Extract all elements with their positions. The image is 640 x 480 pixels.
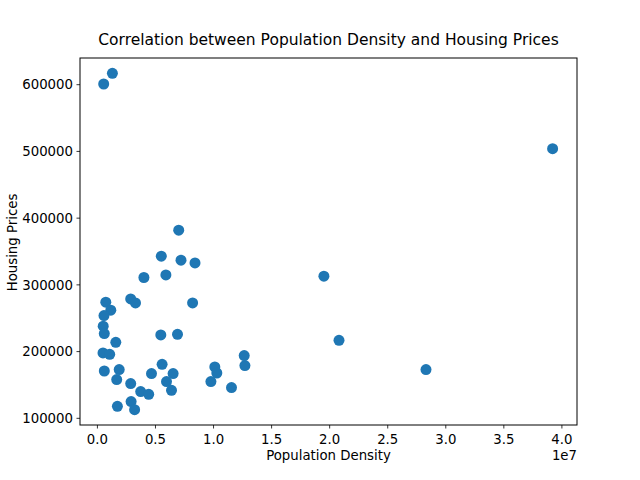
data-point xyxy=(99,328,110,339)
data-point xyxy=(166,385,177,396)
x-tick-label: 1.5 xyxy=(261,432,282,447)
data-point xyxy=(99,310,110,321)
x-tick-label: 0.0 xyxy=(87,432,108,447)
data-point xyxy=(239,350,250,361)
x-tick-label: 3.0 xyxy=(435,432,456,447)
data-point xyxy=(156,251,167,262)
data-point xyxy=(138,272,149,283)
data-point xyxy=(99,366,110,377)
data-point xyxy=(334,335,345,346)
x-tick-label: 2.5 xyxy=(377,432,398,447)
data-point xyxy=(104,349,115,360)
data-point xyxy=(176,255,187,266)
data-point xyxy=(547,143,558,154)
data-point xyxy=(146,368,157,379)
data-point xyxy=(107,68,118,79)
data-point xyxy=(226,382,237,393)
data-point xyxy=(114,364,125,375)
y-tick-label: 600000 xyxy=(22,77,73,92)
data-point xyxy=(160,269,171,280)
data-point xyxy=(111,374,122,385)
x-axis-offset-label: 1e7 xyxy=(527,448,577,463)
scatter-plot: 0.0 0.5 1.0 1.5 2.0 2.5 3.0 3.5 4.0 100000 200000 3… xyxy=(0,0,640,480)
data-point xyxy=(129,404,140,415)
data-point xyxy=(125,378,136,389)
data-point xyxy=(112,401,123,412)
data-point xyxy=(130,297,141,308)
data-point xyxy=(172,329,183,340)
data-point xyxy=(143,389,154,400)
data-point xyxy=(157,359,168,370)
x-axis-label: Population Density xyxy=(80,448,577,463)
y-tick-label: 100000 xyxy=(22,411,73,426)
y-tick-label: 500000 xyxy=(22,144,73,159)
y-axis-label: Housing Prices xyxy=(5,173,20,313)
y-tick-label: 300000 xyxy=(22,278,73,293)
data-point xyxy=(155,329,166,340)
y-tick-label: 400000 xyxy=(22,211,73,226)
x-tick-label: 0.5 xyxy=(145,432,166,447)
data-point xyxy=(110,337,121,348)
data-point xyxy=(421,364,432,375)
x-tick-label: 2.0 xyxy=(319,432,340,447)
data-point xyxy=(187,297,198,308)
data-point xyxy=(239,360,250,371)
figure: 0.0 0.5 1.0 1.5 2.0 2.5 3.0 3.5 4.0 100000 200000 3… xyxy=(0,0,640,480)
y-tick-label: 200000 xyxy=(22,344,73,359)
data-point xyxy=(205,376,216,387)
data-point xyxy=(98,79,109,90)
data-point xyxy=(190,257,201,268)
data-point xyxy=(318,271,329,282)
chart-title: Correlation between Population Density a… xyxy=(80,31,577,49)
data-point xyxy=(173,225,184,236)
x-tick-label: 3.5 xyxy=(493,432,514,447)
x-tick-label: 1.0 xyxy=(203,432,224,447)
x-tick-label: 4.0 xyxy=(551,432,572,447)
